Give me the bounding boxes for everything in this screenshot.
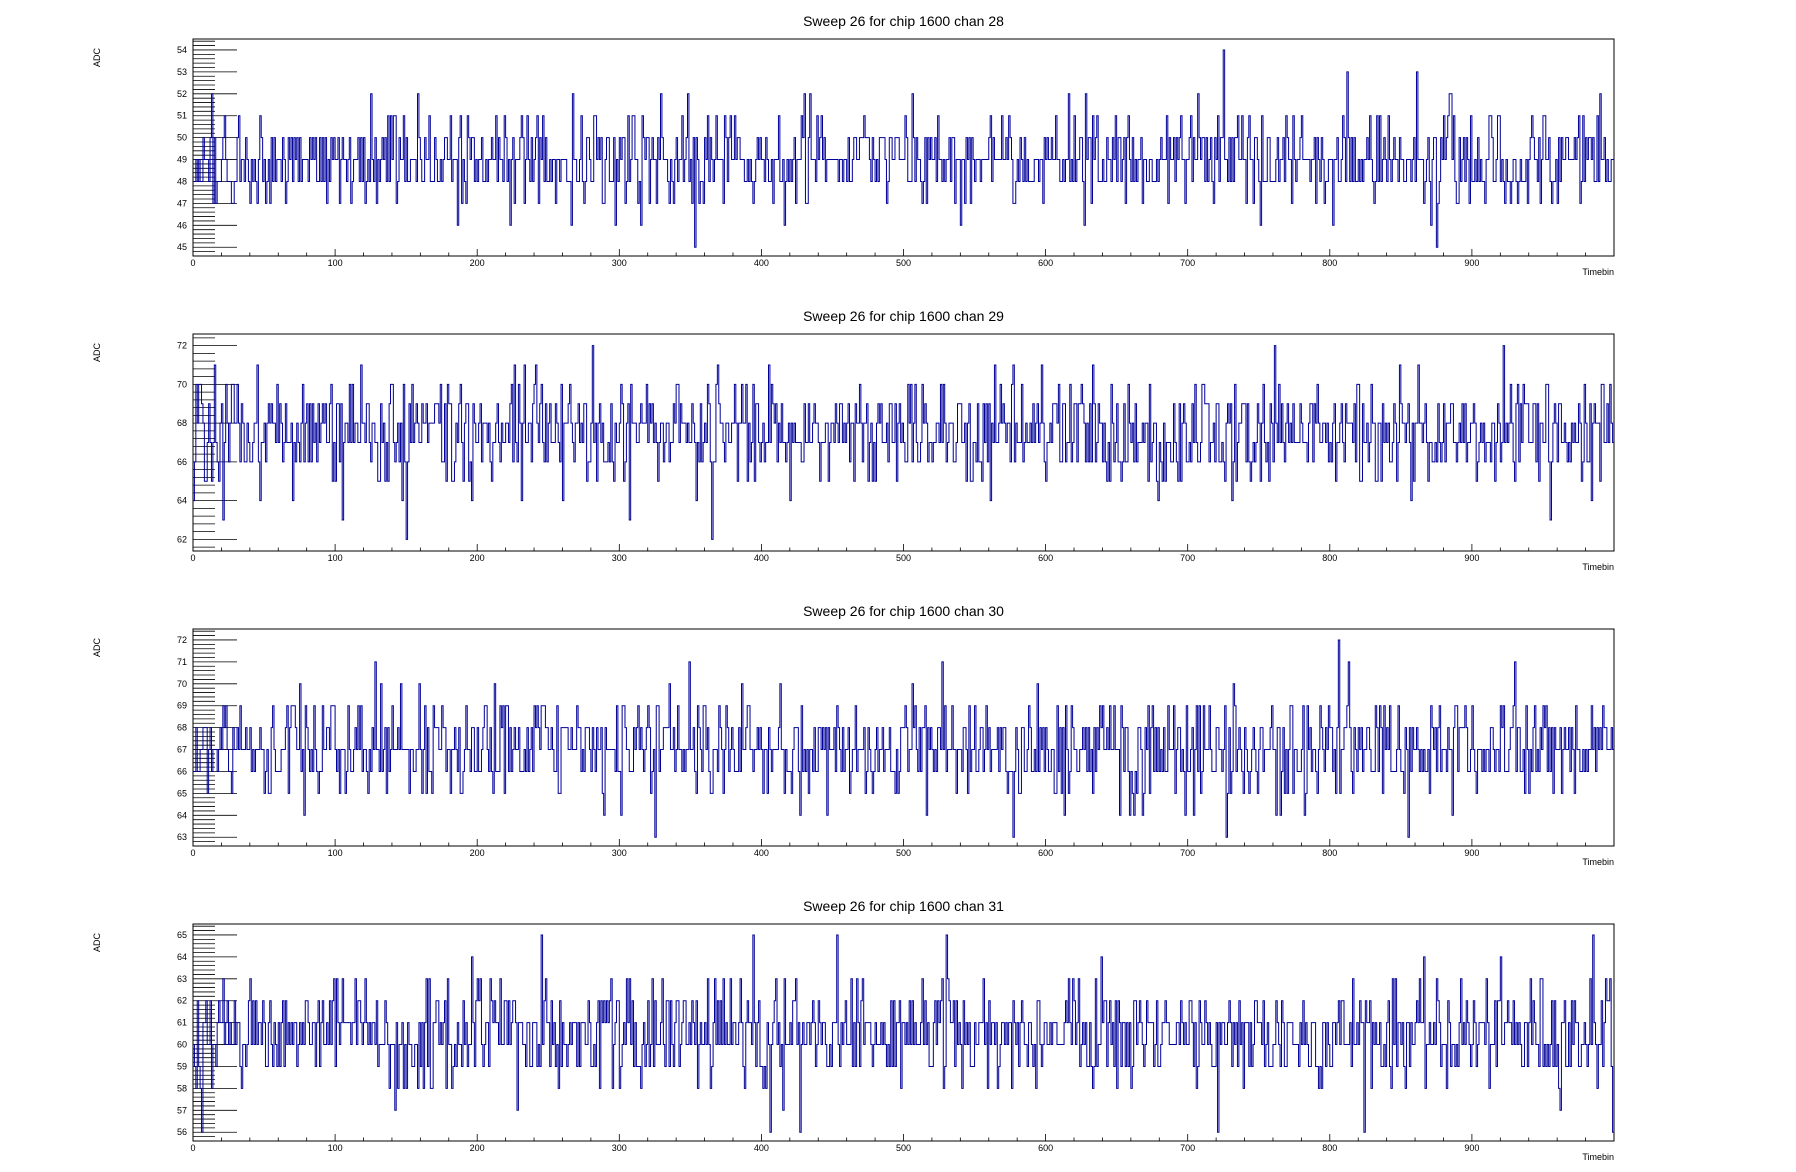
y-tick-label: 48 — [177, 176, 187, 186]
y-tick-label: 68 — [177, 723, 187, 733]
x-tick-label: 500 — [896, 848, 911, 858]
x-tick-label: 100 — [328, 848, 343, 858]
plot-title: Sweep 26 for chip 1600 chan 28 — [803, 13, 1004, 29]
y-tick-label: 63 — [177, 974, 187, 984]
x-axis-label: Timebin — [1582, 857, 1614, 867]
y-tick-label: 49 — [177, 155, 187, 165]
x-tick-label: 600 — [1038, 1143, 1053, 1153]
y-tick-label: 62 — [177, 534, 187, 544]
y-axis-label: ADC — [92, 48, 102, 68]
y-tick-label: 72 — [177, 635, 187, 645]
y-tick-label: 65 — [177, 930, 187, 940]
y-tick-label: 64 — [177, 810, 187, 820]
y-axis-label: ADC — [92, 933, 102, 953]
y-tick-label: 65 — [177, 788, 187, 798]
x-axis-label: Timebin — [1582, 267, 1614, 277]
x-tick-label: 0 — [190, 848, 195, 858]
y-tick-label: 62 — [177, 996, 187, 1006]
x-tick-label: 600 — [1038, 848, 1053, 858]
x-tick-label: 200 — [470, 1143, 485, 1153]
y-axis-label: ADC — [92, 638, 102, 658]
y-tick-label: 46 — [177, 220, 187, 230]
y-tick-label: 47 — [177, 198, 187, 208]
series-line-0 — [193, 934, 1614, 1133]
plot-panel-2: Sweep 26 for chip 1600 chan 30 ADC Timebin… — [92, 603, 1615, 867]
y-tick-label: 60 — [177, 1040, 187, 1050]
x-tick-label: 900 — [1464, 258, 1479, 268]
x-tick-label: 700 — [1180, 1143, 1195, 1153]
x-tick-label: 100 — [328, 258, 343, 268]
plot-title: Sweep 26 for chip 1600 chan 31 — [803, 898, 1004, 914]
y-axis-label: ADC — [92, 343, 102, 363]
y-tick-label: 66 — [177, 457, 187, 467]
plot-panel-0: Sweep 26 for chip 1600 chan 28 ADC Timebin… — [92, 13, 1615, 277]
x-tick-label: 500 — [896, 258, 911, 268]
x-tick-label: 900 — [1464, 848, 1479, 858]
y-tick-label: 58 — [177, 1083, 187, 1093]
y-tick-label: 66 — [177, 766, 187, 776]
y-tick-label: 57 — [177, 1105, 187, 1115]
x-tick-label: 800 — [1322, 553, 1337, 563]
y-tick-label: 51 — [177, 111, 187, 121]
y-tick-label: 67 — [177, 745, 187, 755]
y-tick-label: 72 — [177, 341, 187, 351]
x-tick-label: 200 — [470, 258, 485, 268]
x-tick-label: 0 — [190, 1143, 195, 1153]
y-tick-label: 71 — [177, 657, 187, 667]
plot-panel-1: Sweep 26 for chip 1600 chan 29 ADC Timebin… — [92, 308, 1615, 572]
x-tick-label: 500 — [896, 1143, 911, 1153]
x-tick-label: 300 — [612, 848, 627, 858]
plot-frame — [192, 628, 1615, 847]
x-tick-label: 100 — [328, 553, 343, 563]
x-tick-label: 400 — [754, 1143, 769, 1153]
y-tick-label: 61 — [177, 1018, 187, 1028]
x-tick-label: 900 — [1464, 553, 1479, 563]
y-tick-label: 68 — [177, 418, 187, 428]
x-tick-label: 900 — [1464, 1143, 1479, 1153]
series-line-0 — [193, 49, 1614, 248]
x-tick-label: 700 — [1180, 848, 1195, 858]
y-tick-label: 50 — [177, 133, 187, 143]
y-tick-label: 54 — [177, 45, 187, 55]
plot-panel-3: Sweep 26 for chip 1600 chan 31 ADC Timebin… — [92, 898, 1615, 1162]
x-tick-label: 400 — [754, 848, 769, 858]
series-line-0 — [193, 345, 1614, 540]
x-tick-label: 400 — [754, 553, 769, 563]
y-tick-label: 56 — [177, 1127, 187, 1137]
x-tick-label: 200 — [470, 848, 485, 858]
x-tick-label: 600 — [1038, 553, 1053, 563]
x-tick-label: 300 — [612, 553, 627, 563]
y-tick-label: 63 — [177, 832, 187, 842]
y-tick-label: 70 — [177, 379, 187, 389]
x-tick-label: 600 — [1038, 258, 1053, 268]
x-tick-label: 200 — [470, 553, 485, 563]
x-axis-label: Timebin — [1582, 1152, 1614, 1162]
x-tick-label: 400 — [754, 258, 769, 268]
y-tick-label: 53 — [177, 67, 187, 77]
x-tick-label: 800 — [1322, 848, 1337, 858]
x-tick-label: 700 — [1180, 258, 1195, 268]
y-tick-label: 69 — [177, 701, 187, 711]
x-tick-label: 0 — [190, 553, 195, 563]
y-tick-label: 64 — [177, 496, 187, 506]
plot-title: Sweep 26 for chip 1600 chan 30 — [803, 603, 1004, 619]
x-axis-label: Timebin — [1582, 562, 1614, 572]
series-line-0 — [193, 639, 1614, 838]
y-tick-label: 45 — [177, 242, 187, 252]
y-tick-label: 59 — [177, 1061, 187, 1071]
x-tick-label: 0 — [190, 258, 195, 268]
x-tick-label: 700 — [1180, 553, 1195, 563]
y-tick-label: 70 — [177, 679, 187, 689]
x-tick-label: 300 — [612, 1143, 627, 1153]
x-tick-label: 800 — [1322, 1143, 1337, 1153]
x-tick-label: 800 — [1322, 258, 1337, 268]
y-tick-label: 64 — [177, 952, 187, 962]
x-tick-label: 300 — [612, 258, 627, 268]
y-tick-label: 52 — [177, 89, 187, 99]
plot-title: Sweep 26 for chip 1600 chan 29 — [803, 308, 1004, 324]
x-tick-label: 100 — [328, 1143, 343, 1153]
x-tick-label: 500 — [896, 553, 911, 563]
